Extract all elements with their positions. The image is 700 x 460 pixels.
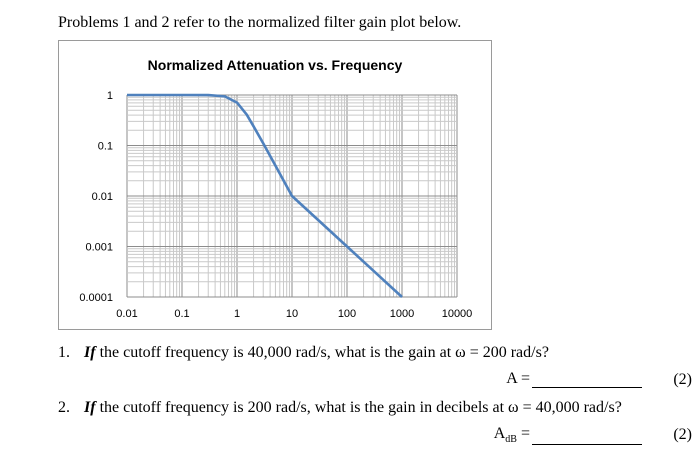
problem-2-emphasis: If [84, 399, 96, 416]
problem-2-points: (2) [673, 426, 692, 443]
x-tick-label: 10000 [442, 308, 473, 320]
x-tick-label: 1 [234, 308, 240, 320]
x-tick-label: 0.01 [116, 308, 137, 320]
answer-2-label: AdB = [494, 425, 530, 445]
problem-1-text: the cutoff frequency is 40,000 rad/s, wh… [95, 344, 549, 361]
problem-2-text: the cutoff frequency is 200 rad/s, what … [95, 399, 622, 416]
problem-1: 1. If the cutoff frequency is 40,000 rad/… [58, 344, 549, 362]
answer-2-label-sub: dB [505, 434, 517, 446]
x-tick-label: 10 [286, 308, 298, 320]
problem-2-number: 2. [58, 399, 70, 416]
problem-1-points: (2) [673, 371, 692, 388]
answer-2-label-eq: = [516, 425, 530, 442]
x-tick-label: 100 [338, 308, 356, 320]
y-tick-label: 0.001 [85, 242, 113, 254]
answer-1-label: A = [506, 370, 530, 387]
answer-2-blank[interactable] [532, 430, 642, 446]
answer-2-row: AdB = [494, 425, 642, 446]
problem-2: 2. If the cutoff frequency is 200 rad/s, … [58, 399, 622, 417]
x-tick-label: 1000 [390, 308, 414, 320]
problem-1-emphasis: If [84, 344, 96, 361]
problem-1-number: 1. [58, 344, 70, 361]
answer-1-row: A = [506, 370, 642, 388]
y-tick-label: 0.1 [98, 141, 113, 153]
chart-ticks: 0.01 0.1 1 10 100 1000 10000 1 0.1 0.01 0.001 0.000… [79, 90, 472, 320]
y-tick-label: 1 [107, 90, 113, 102]
intro-text: Problems 1 and 2 refer to the normalized… [58, 14, 462, 31]
y-tick-label: 0.01 [92, 191, 113, 203]
y-tick-label: 0.0001 [79, 292, 113, 304]
attenuation-chart: Normalized Attenuation vs. Frequency 0.0… [79, 57, 472, 320]
x-tick-label: 0.1 [174, 308, 189, 320]
chart-title: Normalized Attenuation vs. Frequency [148, 57, 403, 73]
answer-1-blank[interactable] [532, 373, 642, 388]
answer-2-label-main: A [493, 425, 506, 442]
chart-frame: Normalized Attenuation vs. Frequency 0.0… [58, 40, 492, 330]
attenuation-curve [127, 93, 403, 298]
